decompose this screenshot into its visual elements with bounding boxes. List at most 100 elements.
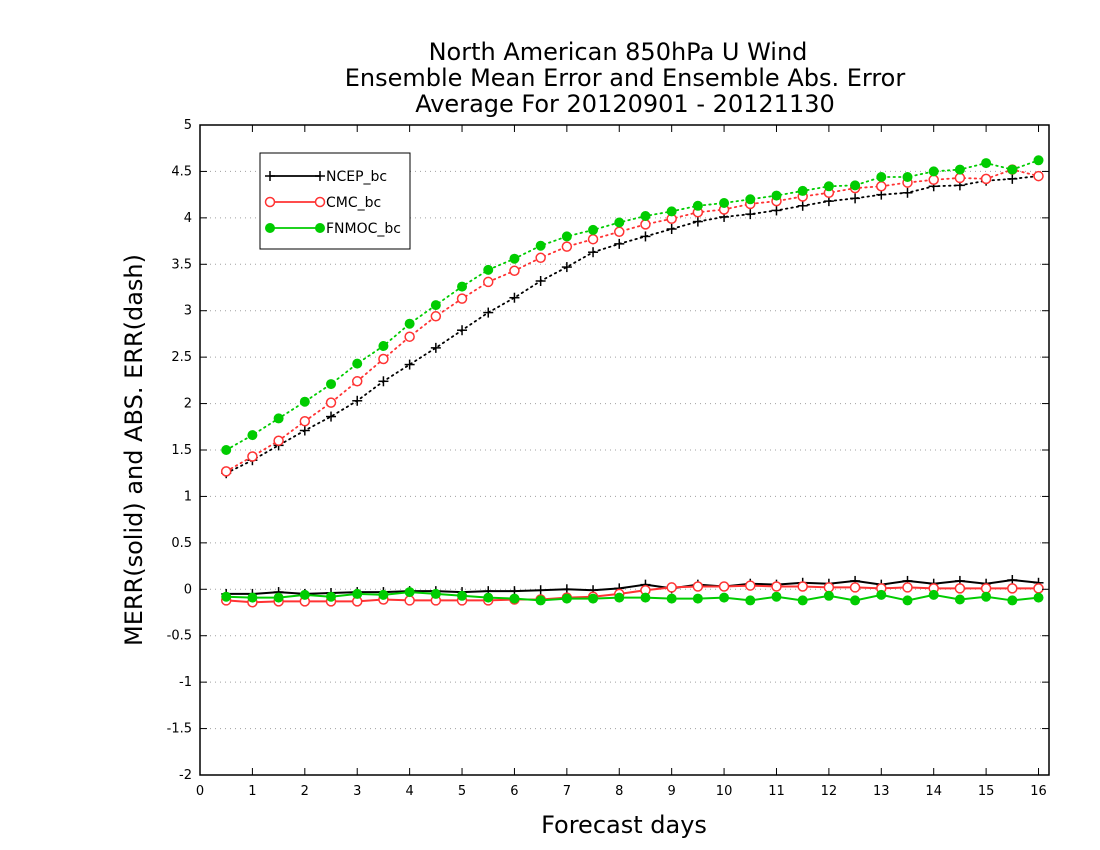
- abs-error-point-fnmoc-bc: [666, 206, 677, 217]
- mean-error-point-fnmoc-bc: [640, 592, 651, 603]
- y-axis-label: MERR(solid) and ABS. ERR(dash): [120, 254, 148, 646]
- mean-error-point-cmc-bc: [1033, 583, 1044, 594]
- abs-error-point-fnmoc-bc: [981, 158, 992, 169]
- abs-error-point-fnmoc-bc: [404, 318, 415, 329]
- abs-error-point-fnmoc-bc: [876, 172, 887, 182]
- x-tick-label: 4: [405, 784, 413, 799]
- abs-error-point-fnmoc-bc: [954, 164, 965, 175]
- mean-error-point-fnmoc-bc: [299, 589, 310, 600]
- abs-error-point-cmc-bc: [928, 174, 939, 186]
- mean-error-point-fnmoc-bc: [221, 591, 232, 602]
- chart-title: North American 850hPa U Wind Ensemble Me…: [345, 38, 906, 118]
- abs-error-point-fnmoc-bc: [1033, 155, 1044, 166]
- y-tick-label: 5: [184, 118, 192, 133]
- abs-error-point-ncep-bc: [430, 342, 441, 353]
- mean-error-point-fnmoc-bc: [1033, 592, 1044, 603]
- axis-ticks: -2-1.5-1-0.500.511.522.533.544.550 1 2 3 4 5 6…: [167, 118, 1049, 799]
- mean-error-point-fnmoc-bc: [509, 593, 520, 604]
- abs-error-point-fnmoc-bc: [1007, 164, 1018, 175]
- mean-error-point-ncep-bc: [535, 585, 546, 596]
- abs-error-point-ncep-bc: [378, 376, 389, 387]
- x-tick-label: 14: [925, 784, 942, 799]
- abs-error-point-fnmoc-bc: [535, 240, 546, 251]
- legend-item-fnmoc-bc: FNMOC_bc: [265, 221, 401, 237]
- y-tick-label: 4.5: [171, 164, 192, 179]
- abs-error-point-cmc-bc: [404, 331, 415, 342]
- chart-title-line-2: Ensemble Mean Error and Ensemble Abs. Er…: [345, 64, 906, 92]
- y-tick-label: 1: [184, 489, 192, 504]
- abs-error-point-fnmoc-bc: [483, 264, 494, 275]
- mean-error-point-fnmoc-bc: [797, 595, 808, 606]
- legend-item-ncep-bc: NCEP_bc: [265, 169, 387, 185]
- x-tick-label: 5: [458, 784, 466, 799]
- abs-error-point-fnmoc-bc: [692, 200, 703, 211]
- abs-error-point-fnmoc-bc: [640, 211, 651, 221]
- legend-marker-start: [265, 171, 275, 181]
- abs-error-point-fnmoc-bc: [719, 198, 730, 208]
- abs-error-point-fnmoc-bc: [247, 430, 258, 441]
- mean-error-point-cmc-bc: [666, 582, 677, 593]
- mean-error-point-fnmoc-bc: [247, 592, 258, 603]
- x-tick-label: 2: [301, 784, 309, 799]
- abs-error-point-ncep-bc: [535, 276, 546, 286]
- abs-error-point-ncep-bc: [666, 224, 677, 234]
- mean-error-point-fnmoc-bc: [457, 590, 468, 601]
- legend-label: NCEP_bc: [326, 169, 387, 185]
- abs-error-point-fnmoc-bc: [509, 253, 520, 264]
- abs-error-point-ncep-bc: [771, 205, 782, 216]
- series-fnmoc-bc: [221, 155, 1044, 606]
- abs-error-point-cmc-bc: [430, 311, 442, 322]
- x-tick-label: 10: [716, 784, 733, 799]
- mean-error-point-fnmoc-bc: [928, 589, 939, 600]
- x-tick-label: 9: [668, 784, 676, 799]
- mean-error-point-fnmoc-bc: [823, 590, 834, 601]
- abs-error-line-ncep-bc: [225, 175, 1040, 475]
- mean-error-point-fnmoc-bc: [378, 589, 389, 600]
- x-tick-label: 15: [978, 784, 995, 799]
- mean-error-point-fnmoc-bc: [614, 592, 625, 603]
- abs-error-point-cmc-bc: [535, 252, 546, 264]
- y-tick-label: 1.5: [171, 443, 192, 458]
- abs-error-point-fnmoc-bc: [614, 217, 625, 228]
- abs-error-point-cmc-bc: [980, 173, 992, 185]
- mean-error-point-cmc-bc: [980, 583, 992, 594]
- abs-error-point-fnmoc-bc: [430, 300, 441, 311]
- chart-title-line-3: Average For 20120901 - 20121130: [415, 90, 835, 118]
- x-tick-label: 12: [821, 784, 838, 799]
- x-axis-label: Forecast days: [541, 811, 707, 839]
- mean-error-point-fnmoc-bc: [273, 592, 284, 603]
- abs-error-point-fnmoc-bc: [299, 396, 310, 407]
- abs-error-point-cmc-bc: [325, 397, 337, 408]
- mean-error-point-fnmoc-bc: [719, 592, 730, 603]
- abs-error-point-fnmoc-bc: [902, 172, 913, 182]
- abs-error-point-cmc-bc: [378, 353, 389, 365]
- mean-error-point-cmc-bc: [404, 595, 415, 606]
- mean-error-point-fnmoc-bc: [876, 589, 887, 600]
- abs-error-point-fnmoc-bc: [771, 190, 782, 201]
- abs-error-point-cmc-bc: [351, 376, 363, 387]
- abs-error-point-ncep-bc: [1007, 173, 1018, 184]
- mean-error-point-fnmoc-bc: [666, 593, 677, 604]
- y-tick-label: -1: [179, 675, 192, 690]
- legend-marker-start: [265, 223, 275, 233]
- x-tick-label: 16: [1030, 784, 1047, 799]
- mean-error-point-fnmoc-bc: [483, 592, 494, 603]
- x-tick-label: 6: [510, 784, 518, 799]
- abs-error-point-ncep-bc: [299, 425, 310, 436]
- y-tick-label: 3.5: [171, 257, 192, 272]
- abs-error-point-ncep-bc: [457, 325, 468, 336]
- mean-error-point-fnmoc-bc: [404, 587, 415, 598]
- x-tick-label: 3: [353, 784, 361, 799]
- abs-error-point-fnmoc-bc: [588, 224, 599, 235]
- legend-label: FNMOC_bc: [326, 221, 401, 237]
- mean-error-point-fnmoc-bc: [326, 591, 337, 602]
- abs-error-point-fnmoc-bc: [457, 281, 468, 292]
- legend-marker-start: [264, 196, 276, 208]
- mean-error-point-fnmoc-bc: [850, 595, 861, 606]
- mean-error-point-cmc-bc: [849, 582, 861, 593]
- mean-error-point-cmc-bc: [797, 581, 808, 592]
- mean-error-point-cmc-bc: [745, 580, 756, 591]
- mean-error-point-fnmoc-bc: [954, 594, 965, 605]
- x-tick-label: 13: [873, 784, 890, 799]
